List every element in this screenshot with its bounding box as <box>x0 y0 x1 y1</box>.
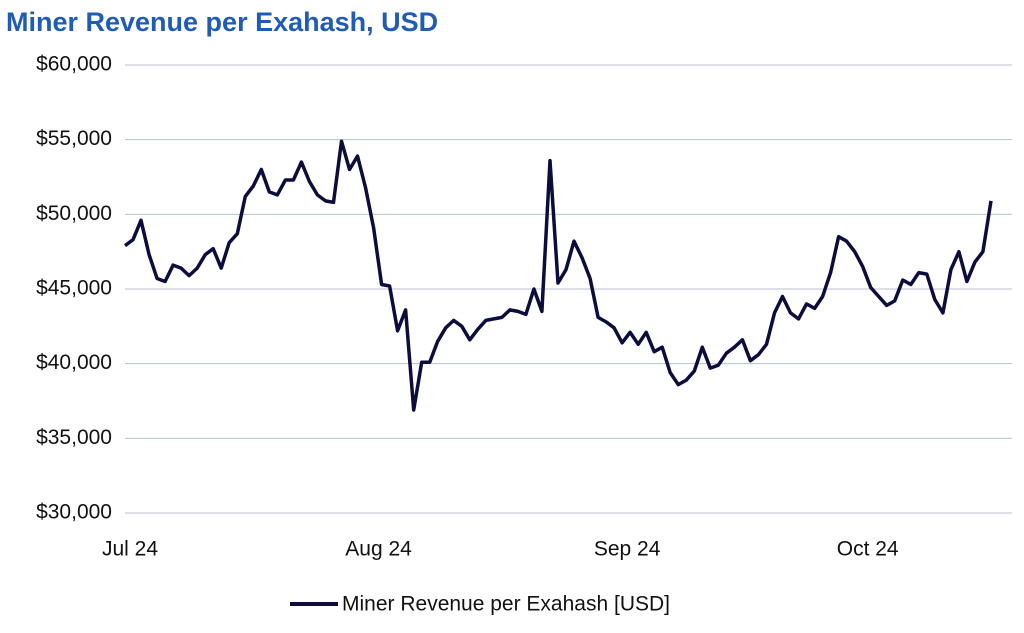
y-tick-label: $40,000 <box>36 351 112 374</box>
chart-title: Miner Revenue per Exahash, USD <box>6 7 438 37</box>
y-tick-label: $60,000 <box>36 53 112 76</box>
x-tick-label: Aug 24 <box>345 538 412 561</box>
y-tick-label: $30,000 <box>36 501 112 524</box>
y-tick-label: $50,000 <box>36 202 112 225</box>
x-tick-label: Oct 24 <box>837 538 899 561</box>
data-line <box>123 139 993 412</box>
x-tick-label: Jul 24 <box>102 538 158 561</box>
y-tick-label: $45,000 <box>36 277 112 300</box>
y-tick-label: $35,000 <box>36 426 112 449</box>
x-tick-label: Sep 24 <box>594 538 661 561</box>
legend-label: Miner Revenue per Exahash [USD] <box>342 593 670 616</box>
y-tick-label: $55,000 <box>36 127 112 150</box>
